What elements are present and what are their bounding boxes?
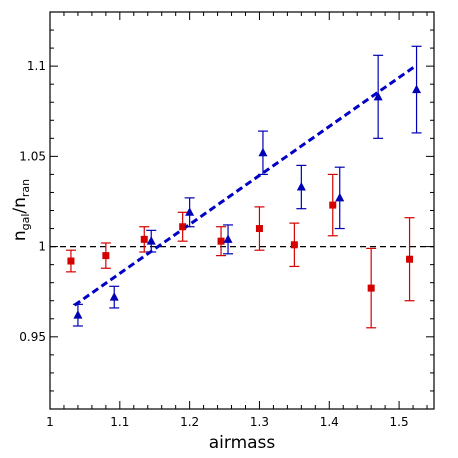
y-axis-title-sub2: ran — [19, 179, 32, 197]
square-point — [367, 284, 375, 292]
x-tick-label: 1.1 — [110, 415, 129, 429]
data-marks — [65, 45, 422, 329]
y-axis-title: ngal/nran — [10, 179, 32, 241]
y-tick-label: 1 — [38, 240, 46, 254]
y-axis-title-sep: / — [10, 208, 30, 214]
plot-frame — [49, 11, 435, 410]
fit-line-group — [73, 64, 418, 307]
triangle-point — [335, 192, 345, 202]
y-axis-title-base: n — [10, 230, 30, 241]
triangle-point — [73, 310, 83, 319]
fit-line — [73, 64, 418, 307]
x-axis-title: airmass — [209, 433, 276, 453]
x-tick-label: 1.3 — [250, 415, 269, 429]
square-point — [140, 235, 148, 243]
x-tick-label: 1.5 — [390, 415, 409, 429]
x-tick-label: 1.2 — [180, 415, 199, 429]
square-point — [217, 237, 225, 245]
y-tick-label: 0.95 — [19, 330, 46, 344]
square-point — [406, 255, 414, 263]
tick-labels: 1 1.1 1.2 1.3 1.4 1.5 0.95 1 1.05 1.1 — [19, 59, 408, 429]
square-point — [329, 201, 337, 209]
y-axis-title-sub1: gal — [19, 214, 32, 231]
x-tick-label: 1 — [46, 415, 54, 429]
square-point — [67, 257, 75, 265]
triangle-point — [185, 207, 195, 216]
square-point — [102, 252, 110, 260]
y-axis-title-base2: n — [10, 197, 30, 208]
x-tick-label: 1.4 — [320, 415, 339, 429]
triangle-point — [412, 84, 422, 94]
triangle-point — [146, 236, 156, 245]
y-tick-label: 1.1 — [27, 59, 46, 73]
square-point — [255, 225, 263, 233]
square-point — [290, 241, 298, 249]
triangle-point — [258, 147, 268, 157]
triangle-point — [109, 292, 119, 301]
y-tick-label: 1.05 — [19, 149, 46, 163]
triangle-point — [373, 91, 383, 101]
triangle-point — [296, 182, 306, 191]
square-point — [179, 223, 187, 231]
axis-ticks — [49, 11, 434, 410]
triangle-point — [223, 234, 233, 243]
